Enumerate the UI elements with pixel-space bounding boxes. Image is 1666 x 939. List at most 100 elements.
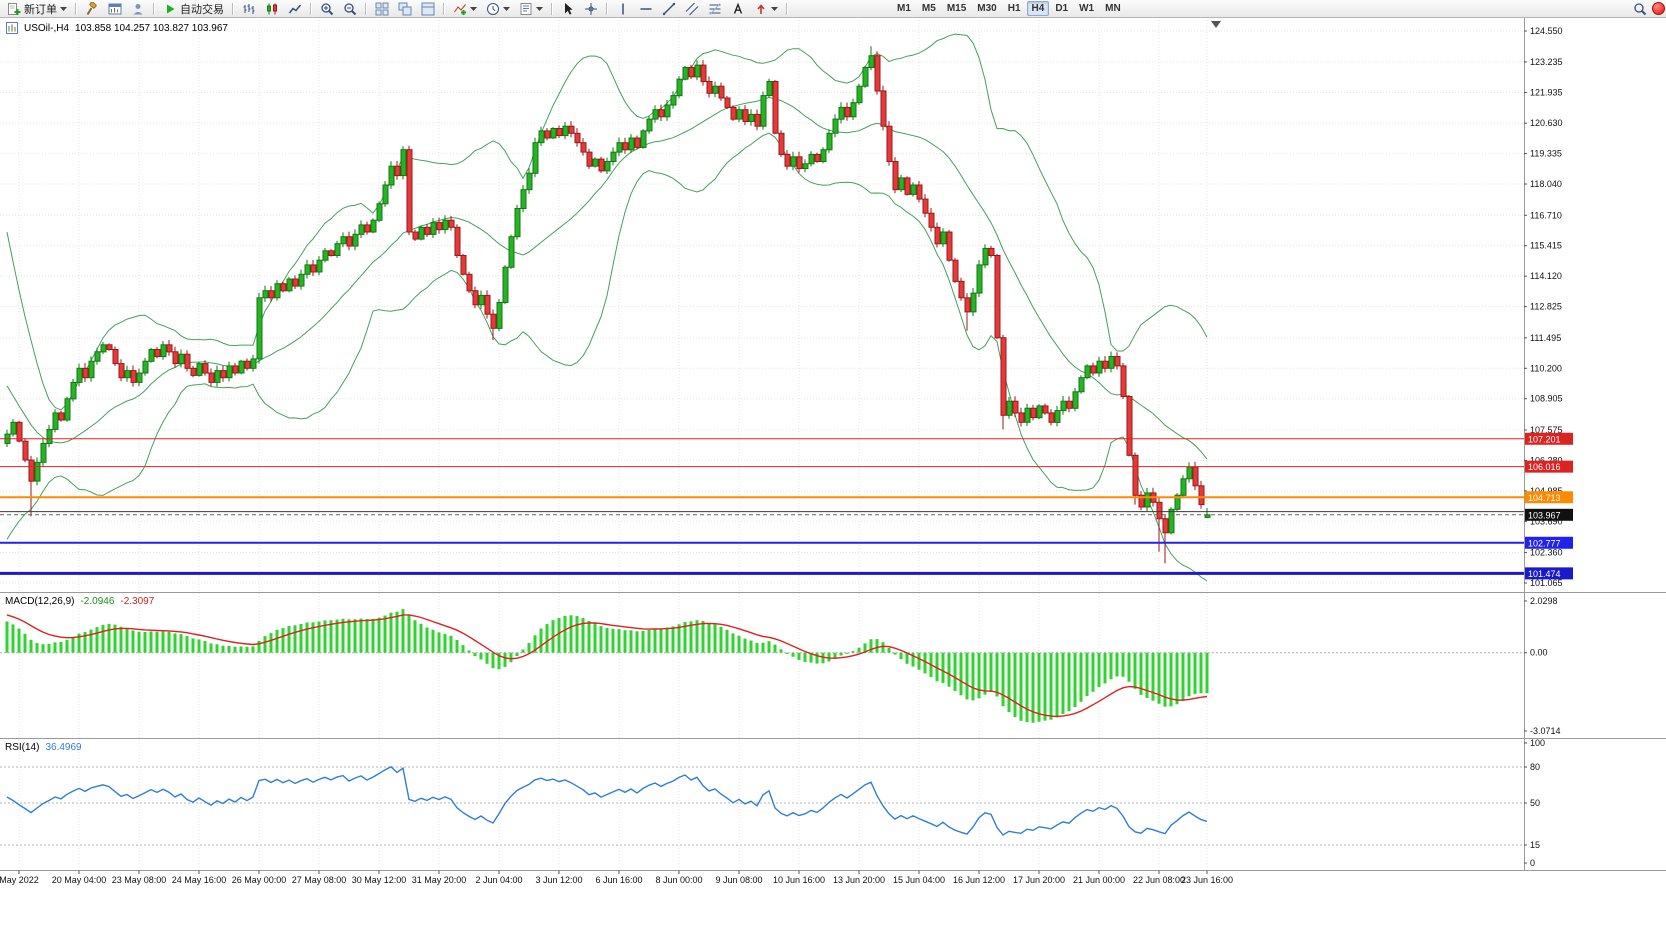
arrow-tool-button[interactable] <box>750 1 782 16</box>
templates-button[interactable] <box>515 1 547 16</box>
timeframe-M30[interactable]: M30 <box>972 1 1001 16</box>
trendline-button[interactable] <box>658 1 680 16</box>
candle <box>382 184 389 205</box>
vertical-line-button[interactable] <box>612 1 634 16</box>
time-tick-label: 2 Jun 04:00 <box>475 875 522 885</box>
notification-badge[interactable] <box>1652 2 1665 15</box>
chart-shift-marker[interactable] <box>1211 21 1221 28</box>
candle <box>280 283 287 292</box>
timeframe-H4[interactable]: H4 <box>1026 1 1050 16</box>
candle <box>778 132 785 156</box>
window-list-icon <box>421 2 435 15</box>
zoom-in-button[interactable] <box>316 1 338 16</box>
price-label-box: 104.713 <box>1525 491 1573 504</box>
candle <box>646 118 653 132</box>
indicators-button[interactable] <box>449 1 481 16</box>
line-chart-button[interactable] <box>284 1 306 16</box>
search-icon[interactable] <box>1633 2 1647 16</box>
chart-window-button[interactable] <box>104 1 126 16</box>
candle <box>142 360 149 374</box>
time-tick-label: 6 Jun 16:00 <box>595 875 642 885</box>
price-tick-label: 107.575 <box>1530 425 1563 435</box>
candle <box>244 360 251 369</box>
channel-icon <box>685 2 699 15</box>
candle <box>622 142 629 151</box>
candle <box>136 372 143 383</box>
candle <box>406 149 413 233</box>
candle <box>592 158 599 167</box>
candle <box>82 367 89 379</box>
candle <box>856 85 863 104</box>
text-tool-button[interactable] <box>727 1 749 16</box>
candle <box>40 443 47 463</box>
timeframe-H1[interactable]: H1 <box>1003 1 1026 16</box>
crosshair-button[interactable] <box>580 1 602 16</box>
timeframe-MN[interactable]: MN <box>1100 1 1126 16</box>
fibonacci-button[interactable] <box>704 1 726 16</box>
chart-canvas[interactable]: 124.550 123.235 121.935 120.630 119.335 118.0… <box>0 17 1666 939</box>
candle <box>262 290 269 299</box>
candle <box>670 95 677 106</box>
line-chart-icon <box>288 4 302 13</box>
candle <box>724 97 731 108</box>
text-A-icon <box>733 2 743 14</box>
svg-text:102.777: 102.777 <box>1528 538 1561 548</box>
candle <box>574 132 581 144</box>
horizontal-line-button[interactable] <box>635 1 657 16</box>
candle <box>850 102 857 118</box>
candle <box>160 344 167 358</box>
candle <box>1114 356 1121 367</box>
time-tick-label: 30 May 12:00 <box>352 875 407 885</box>
timeframe-M5[interactable]: M5 <box>917 1 941 16</box>
candle <box>676 78 683 97</box>
candle <box>1066 400 1073 409</box>
price-label-box: 103.967 <box>1525 508 1573 521</box>
candle <box>100 344 107 353</box>
timeframe-D1[interactable]: D1 <box>1050 1 1073 16</box>
toolbar-separator <box>443 2 445 15</box>
candle <box>970 292 977 313</box>
timeframe-W1[interactable]: W1 <box>1074 1 1099 16</box>
tile-windows-button[interactable] <box>371 1 393 16</box>
profile-button[interactable] <box>127 1 149 16</box>
zoom-out-button[interactable] <box>339 1 361 16</box>
timeframe-M15[interactable]: M15 <box>942 1 971 16</box>
auto-trading-button[interactable]: 自动交易 <box>159 1 228 16</box>
candle <box>754 113 761 127</box>
rsi-tick-label: 80 <box>1530 762 1540 772</box>
candle <box>730 106 737 120</box>
cursor-button[interactable] <box>557 1 579 16</box>
cascade-windows-button[interactable] <box>394 1 416 16</box>
bar-chart-button[interactable] <box>238 1 260 16</box>
new-order-button[interactable]: 新订单 <box>3 1 71 16</box>
toolbar-separator <box>153 2 155 15</box>
candle <box>304 264 311 275</box>
channel-button[interactable] <box>681 1 703 16</box>
timeframe-toolbar: M1 M5 M15 M30 H1 H4 D1 W1 MN <box>892 1 1126 16</box>
candle <box>64 398 71 421</box>
trade-tools-button[interactable] <box>81 1 103 16</box>
price-tick-label: 104.985 <box>1530 486 1563 496</box>
price-label-box: 102.777 <box>1525 536 1573 549</box>
candle <box>16 421 23 442</box>
candlestick-chart-button[interactable] <box>261 1 283 16</box>
timeframe-M1[interactable]: M1 <box>892 1 916 16</box>
time-tick-label: 26 May 00:00 <box>232 875 287 885</box>
chart-window-icon <box>108 3 122 14</box>
candle <box>1192 466 1199 487</box>
candle <box>916 184 923 200</box>
candle <box>94 351 101 362</box>
candle <box>568 125 575 134</box>
candle <box>940 231 947 245</box>
candle <box>640 130 647 148</box>
candle <box>514 208 521 238</box>
candle <box>580 142 587 153</box>
price-tick-label: 111.495 <box>1530 333 1561 343</box>
macd-axis: 2.0298 0.00 -3.0714 <box>1524 596 1561 736</box>
periods-button[interactable] <box>482 1 514 16</box>
candle <box>766 81 773 97</box>
window-list-button[interactable] <box>417 1 439 16</box>
price-tick-label: 120.630 <box>1530 118 1563 128</box>
candle <box>826 132 833 151</box>
